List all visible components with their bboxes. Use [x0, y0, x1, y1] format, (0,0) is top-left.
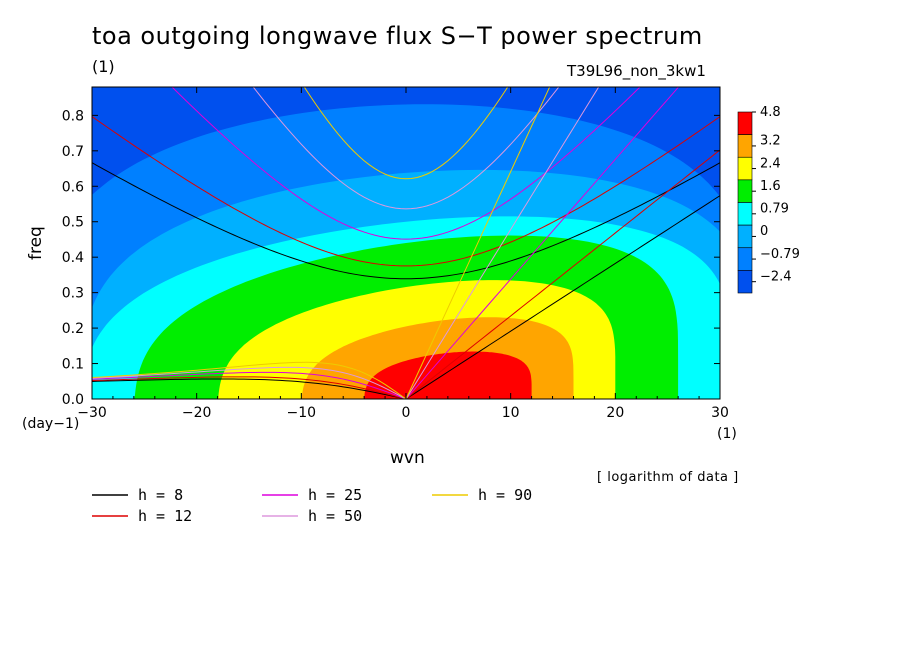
- data-note: [ logarithm of data ]: [597, 470, 739, 485]
- y-tick-label: 0.6: [62, 179, 84, 195]
- kelvin-curve-h90: [405, 87, 551, 399]
- legend-label-h50: h = 50: [308, 507, 362, 525]
- rossby-curve-h12: [92, 376, 407, 399]
- chart-title-units: (1): [92, 57, 115, 76]
- y-axis-units: (day−1): [22, 416, 80, 432]
- colorbar-label: 2.4: [760, 156, 781, 171]
- x-axis-units: (1): [717, 426, 737, 442]
- colorbar-label: 0: [760, 224, 768, 239]
- x-tick-label: −30: [77, 405, 107, 421]
- contour-band-6: [364, 351, 532, 399]
- colorbar-swatch: [737, 111, 753, 135]
- colorbar-label: 1.6: [760, 179, 781, 194]
- colorbar-swatch: [737, 247, 753, 271]
- colorbar-swatch: [737, 134, 753, 158]
- rossby-curve-h25: [92, 371, 407, 399]
- x-tick-label: 10: [502, 405, 520, 421]
- legend-label-h25: h = 25: [308, 486, 362, 504]
- y-tick-label: 0.8: [62, 108, 84, 124]
- rossby-curve-h8: [92, 378, 407, 399]
- legend-label-h12: h = 12: [138, 507, 192, 525]
- y-tick-label: 0.2: [62, 321, 84, 337]
- legend-label-h8: h = 8: [138, 486, 183, 504]
- colorbar-swatch: [737, 270, 753, 294]
- legend-label-h90: h = 90: [478, 486, 532, 504]
- colorbar-swatch: [737, 202, 753, 226]
- colorbar-label: 3.2: [760, 134, 781, 149]
- colorbar-swatch: [737, 156, 753, 181]
- kelvin-curve-h50: [405, 87, 600, 399]
- plot-area: [92, 87, 720, 399]
- x-tick-label: −20: [182, 405, 212, 421]
- rossby-curve-h50: [92, 366, 407, 399]
- colorbar-label: 0.79: [760, 202, 789, 217]
- kelvin-curve-h12: [405, 149, 720, 399]
- x-tick-label: 20: [606, 405, 624, 421]
- inertia-gravity-curve-h12: [92, 116, 720, 267]
- y-tick-label: 0.7: [62, 144, 84, 160]
- x-tick-label: 30: [711, 405, 729, 421]
- chart-title: toa outgoing longwave flux S−T power spe…: [92, 22, 703, 50]
- x-tick-label: −10: [287, 405, 317, 421]
- kelvin-curve-h8: [405, 195, 720, 399]
- inertia-gravity-curve-h8: [92, 162, 720, 280]
- inertia-gravity-curve-h50: [252, 87, 560, 210]
- y-tick-label: 0.5: [62, 215, 84, 231]
- x-axis-label: wvn: [390, 448, 425, 468]
- inertia-gravity-curve-h25: [171, 87, 641, 240]
- colorbar-swatch: [737, 179, 753, 203]
- kelvin-curve-h25: [405, 87, 680, 399]
- rossby-curve-h90: [92, 361, 407, 399]
- y-tick-label: 0.4: [62, 250, 84, 266]
- run-name: T39L96_non_3kw1: [567, 62, 706, 80]
- colorbar-label: 4.8: [760, 105, 781, 120]
- inertia-gravity-curve-h90: [303, 87, 509, 180]
- colorbar-label: −2.4: [760, 269, 792, 284]
- y-tick-label: 0.1: [62, 357, 84, 373]
- x-tick-label: 0: [402, 405, 411, 421]
- y-tick-label: 0.0: [62, 392, 84, 408]
- colorbar-label: −0.79: [760, 247, 800, 262]
- colorbar-swatch: [737, 224, 753, 249]
- y-tick-label: 0.3: [62, 286, 84, 302]
